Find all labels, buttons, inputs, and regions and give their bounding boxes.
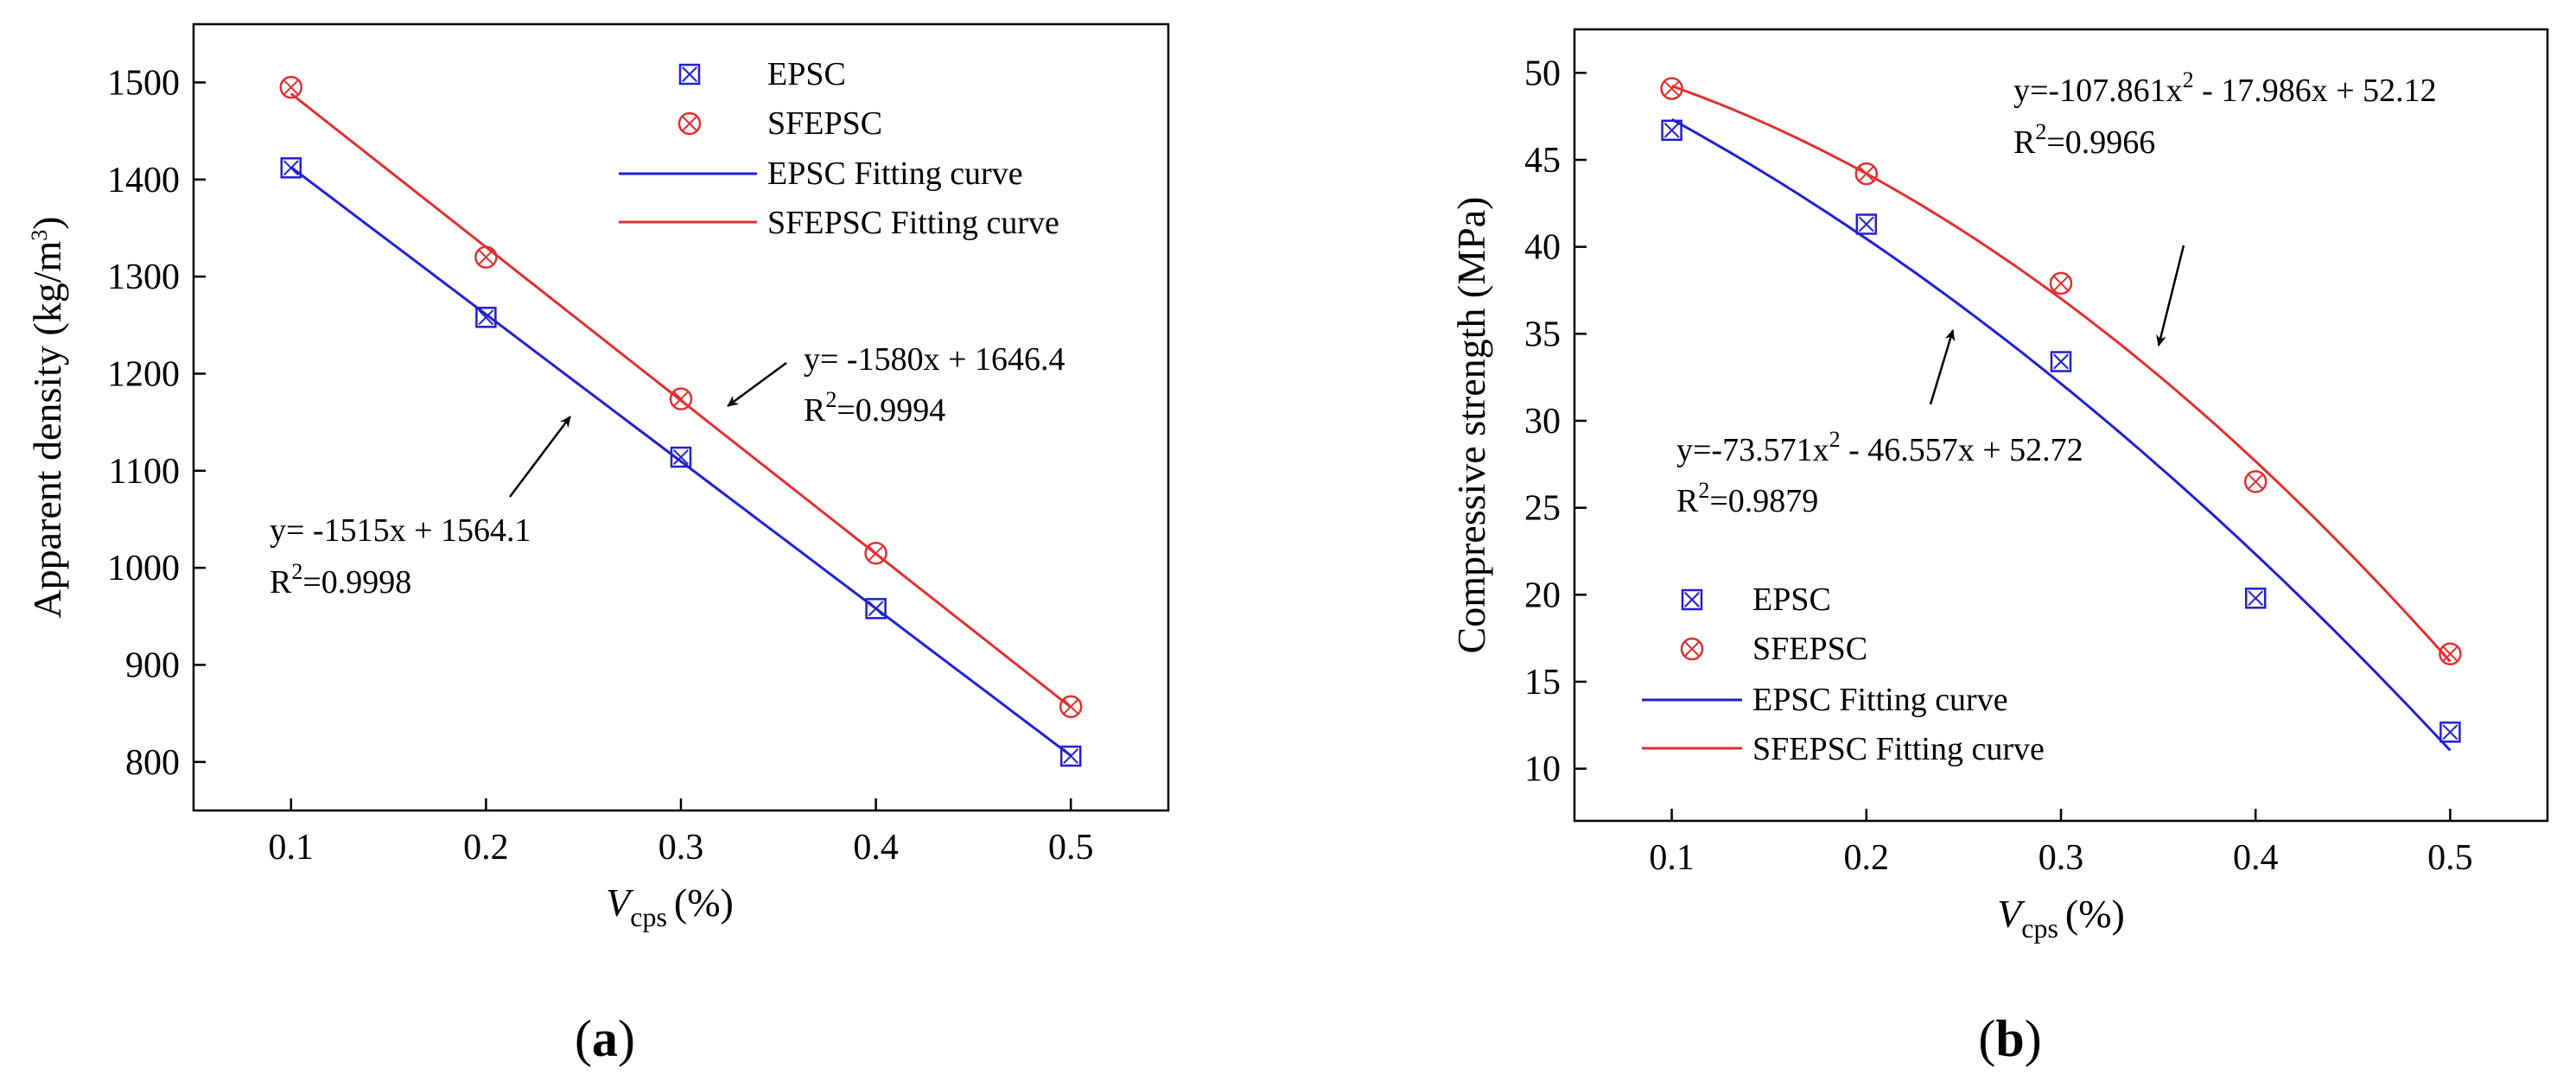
sfepsc-data-point (2439, 642, 2462, 665)
x-tick-label: 0.1 (1649, 838, 1695, 878)
legend-b: EPSC SFEPSC EPSC Fitting curve SFEPSC Fi… (1642, 582, 2045, 767)
y-tick-label: 35 (1524, 315, 1561, 354)
annotation-sfepsc-r2-a: R2=0.9994 (804, 387, 945, 429)
legend-epsc-marker-b (1681, 588, 1703, 611)
y-tick-label: 25 (1524, 489, 1561, 529)
x-tick-label: 0.2 (463, 828, 509, 868)
y-tick-label: 45 (1524, 141, 1561, 181)
x-tick-label: 0.5 (1048, 828, 1094, 868)
annotation-epsc-r2-a: R2=0.9998 (270, 559, 411, 601)
epsc-data-point (865, 598, 887, 620)
legend-marker-symbol (677, 111, 702, 136)
annotation-sfepsc-eq-a: y= -1580x + 1646.4 (804, 341, 1065, 378)
sfepsc-data-point (864, 542, 887, 565)
sfepsc-data-point (279, 75, 303, 99)
legend-marker-symbol (678, 63, 701, 86)
y-tick-label: 20 (1524, 575, 1561, 615)
panel-b-chart: 0.1 0.2 0.3 0.4 0.5 10 15 20 25 30 35 40 45 50 Compre… (1449, 28, 2549, 1067)
x-tick-label: 0.2 (1844, 838, 1890, 878)
annotation-epsc-eq-a: y= -1515x + 1564.1 (270, 512, 531, 549)
y-tick-label: 15 (1524, 663, 1561, 702)
y-tick-label: 1300 (107, 257, 180, 297)
annotation-arrow-sfepsc-a (727, 361, 787, 408)
x-tick-label: 0.4 (2233, 838, 2279, 878)
annotation-arrow-epsc-a (509, 416, 571, 498)
annotation-arrow-sfepsc-b (2156, 245, 2185, 346)
epsc-data-point (2244, 588, 2267, 609)
epsc-data-point (1059, 745, 1082, 767)
x-tick-label: 0.1 (269, 828, 315, 868)
legend-label-sfepsc-fit-a: SFEPSC Fitting curve (767, 205, 1059, 241)
panel-label-a: (a) (575, 1010, 635, 1067)
epsc-data-point (475, 307, 497, 328)
y-tick-label: 10 (1524, 750, 1561, 790)
y-tick-label: 900 (125, 645, 180, 685)
sfepsc-data-point (1854, 162, 1879, 186)
sfepsc-data-point (474, 245, 498, 269)
sfepsc-fit-line-a (289, 92, 1072, 709)
y-tick-label: 1500 (107, 63, 180, 103)
sfepsc-data-point (1059, 695, 1083, 719)
legend-sfepsc-marker-a (677, 111, 702, 136)
epsc-fit-line-b (1670, 118, 2452, 752)
sfepsc-data-point (1660, 77, 1683, 100)
epsc-data-point (670, 446, 692, 468)
legend-epsc-marker-a (678, 63, 701, 86)
plot-frame-a (192, 22, 1170, 812)
y-tick-label: 50 (1524, 54, 1561, 93)
y-tick-label: 800 (125, 743, 180, 783)
x-axis-label-b: Vcps (%) (1997, 892, 2125, 944)
epsc-data-point (2439, 721, 2461, 743)
epsc-fit-line-a (289, 166, 1072, 757)
sfepsc-data-point (669, 387, 693, 410)
y-tick-label: 30 (1524, 402, 1561, 442)
epsc-data-point (1855, 213, 1878, 235)
x-tick-label: 0.3 (2039, 838, 2084, 878)
x-tick-label: 0.4 (853, 828, 899, 868)
x-tick-label: 0.3 (658, 828, 704, 868)
legend-sfepsc-marker-b (1680, 637, 1704, 661)
panel-a-chart: 0.1 0.2 0.3 0.4 0.5 800 900 1000 1100 1200 1300 140… (25, 22, 1170, 1067)
legend-label-sfepsc-fit-b: SFEPSC Fitting curve (1752, 731, 2045, 767)
y-tick-label: 1200 (107, 354, 180, 394)
sfepsc-data-point (2243, 470, 2268, 493)
y-axis-label-b: Compressive strength (MPa) (1449, 197, 1493, 654)
x-tick-label: 0.5 (2427, 838, 2473, 878)
panel-label-b: (b) (1978, 1010, 2041, 1067)
annotation-arrow-epsc-b (1929, 329, 1956, 405)
y-axis-label-a: Apparent density (kg/m3) (25, 216, 69, 618)
y-tick-label: 1100 (109, 452, 180, 492)
annotation-epsc-eq-b: y=-73.571x2 - 46.557x + 52.72 (1676, 427, 2083, 468)
y-tick-label: 1000 (107, 549, 180, 588)
annotation-sfepsc-r2-b: R2=0.9966 (2013, 119, 2155, 161)
legend-label-epsc-fit-b: EPSC Fitting curve (1752, 682, 2008, 718)
legend-label-epsc-fit-a: EPSC Fitting curve (767, 156, 1023, 192)
legend-label-sfepsc-a: SFEPSC (767, 105, 882, 142)
epsc-data-point (1661, 119, 1682, 142)
x-axis-label-a: Vcps (%) (606, 880, 734, 932)
legend-label-epsc-b: EPSC (1752, 582, 1831, 618)
legend-label-epsc-a: EPSC (767, 56, 846, 92)
epsc-data-point (2050, 351, 2072, 372)
legend-a: EPSC SFEPSC EPSC Fitting curve SFEPSC Fi… (619, 56, 1059, 241)
y-tick-label: 1400 (107, 161, 180, 200)
sfepsc-fit-line-b (1671, 85, 2452, 663)
legend-marker-symbol (1680, 637, 1704, 661)
annotation-sfepsc-eq-b: y=-107.861x2 - 17.986x + 52.12 (2013, 67, 2437, 109)
epsc-data-point (280, 157, 302, 179)
legend-label-sfepsc-b: SFEPSC (1752, 631, 1867, 667)
annotation-epsc-r2-b: R2=0.9879 (1676, 478, 1818, 519)
y-tick-label: 40 (1524, 228, 1561, 268)
legend-marker-symbol (1681, 588, 1703, 611)
sfepsc-data-point (2049, 271, 2073, 296)
